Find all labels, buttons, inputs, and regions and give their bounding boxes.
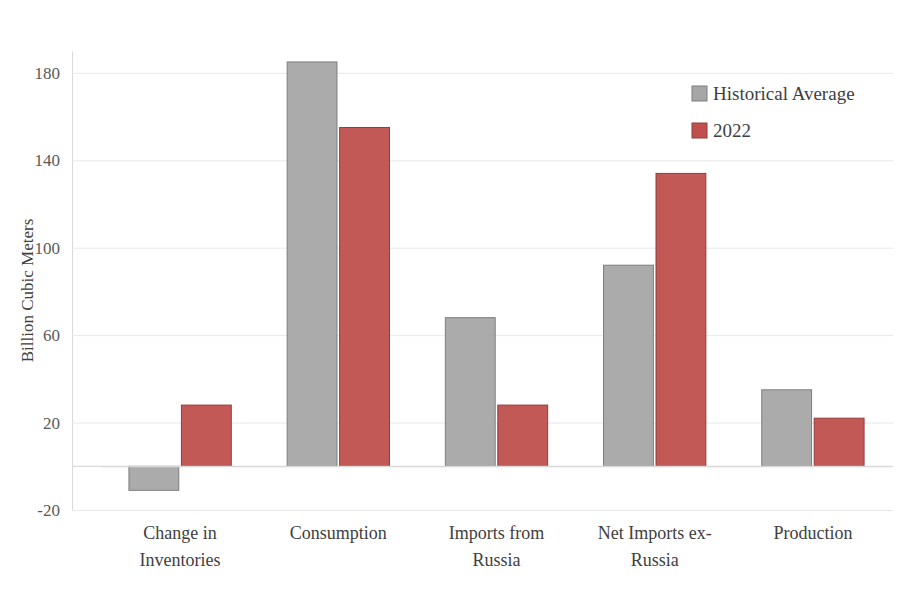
baseline xyxy=(72,466,893,467)
bar xyxy=(445,318,495,467)
legend-label: Historical Average xyxy=(713,83,855,104)
legend-label: 2022 xyxy=(713,120,751,141)
y-tick-label: 100 xyxy=(35,239,61,258)
y-tick: -20 xyxy=(37,501,893,520)
y-axis: -20 20 60 100 140 180 xyxy=(35,52,894,520)
legend-swatch xyxy=(692,123,707,138)
y-tick-label: -20 xyxy=(37,501,60,520)
y-tick: 140 xyxy=(35,151,894,170)
bar xyxy=(762,390,812,467)
bars xyxy=(129,62,864,490)
x-tick-label: Imports fromRussia xyxy=(449,523,544,570)
chart-container: -20 20 60 100 140 180 Change inInventories Cons… xyxy=(0,0,906,600)
bar-series xyxy=(129,62,812,490)
bar xyxy=(814,418,864,466)
y-axis-line xyxy=(72,52,73,511)
x-tick-label: Consumption xyxy=(290,523,387,543)
x-tick: Imports fromRussia xyxy=(449,466,544,569)
x-tick-label: Change inInventories xyxy=(140,523,221,570)
y-axis-title: Billion Cubic Meters xyxy=(18,219,37,363)
bar xyxy=(129,466,179,490)
grid-line xyxy=(72,510,893,511)
x-tick: Consumption xyxy=(290,466,387,542)
bar xyxy=(181,405,231,466)
x-tick-label: Production xyxy=(773,523,852,543)
bar xyxy=(604,265,654,466)
bar xyxy=(340,128,390,467)
legend: Historical Average 2022 xyxy=(692,83,855,141)
x-tick: Production xyxy=(773,466,852,542)
x-tick: Change inInventories xyxy=(140,466,221,569)
x-tick-label: Net Imports ex-Russia xyxy=(598,523,712,570)
grid-line xyxy=(72,73,893,74)
bar xyxy=(498,405,548,466)
grid-line xyxy=(72,248,893,249)
y-tick-label: 60 xyxy=(43,326,60,345)
bar xyxy=(656,173,706,466)
x-axis-line xyxy=(102,466,893,467)
y-tick-label: 180 xyxy=(35,64,61,83)
y-tick-label: 140 xyxy=(35,151,61,170)
legend-swatch xyxy=(692,86,707,101)
y-tick: 180 xyxy=(35,64,894,83)
y-tick: 100 xyxy=(35,239,894,258)
x-tick: Net Imports ex-Russia xyxy=(598,466,712,569)
x-axis: Change inInventories Consumption Imports f… xyxy=(102,466,893,569)
bar-series xyxy=(181,128,864,467)
legend-item: 2022 xyxy=(692,120,751,141)
legend-item: Historical Average xyxy=(692,83,855,104)
bar xyxy=(287,62,337,466)
grid-line xyxy=(72,160,893,161)
chart: -20 20 60 100 140 180 Change inInventories Cons… xyxy=(0,0,906,600)
y-tick-label: 20 xyxy=(43,414,60,433)
